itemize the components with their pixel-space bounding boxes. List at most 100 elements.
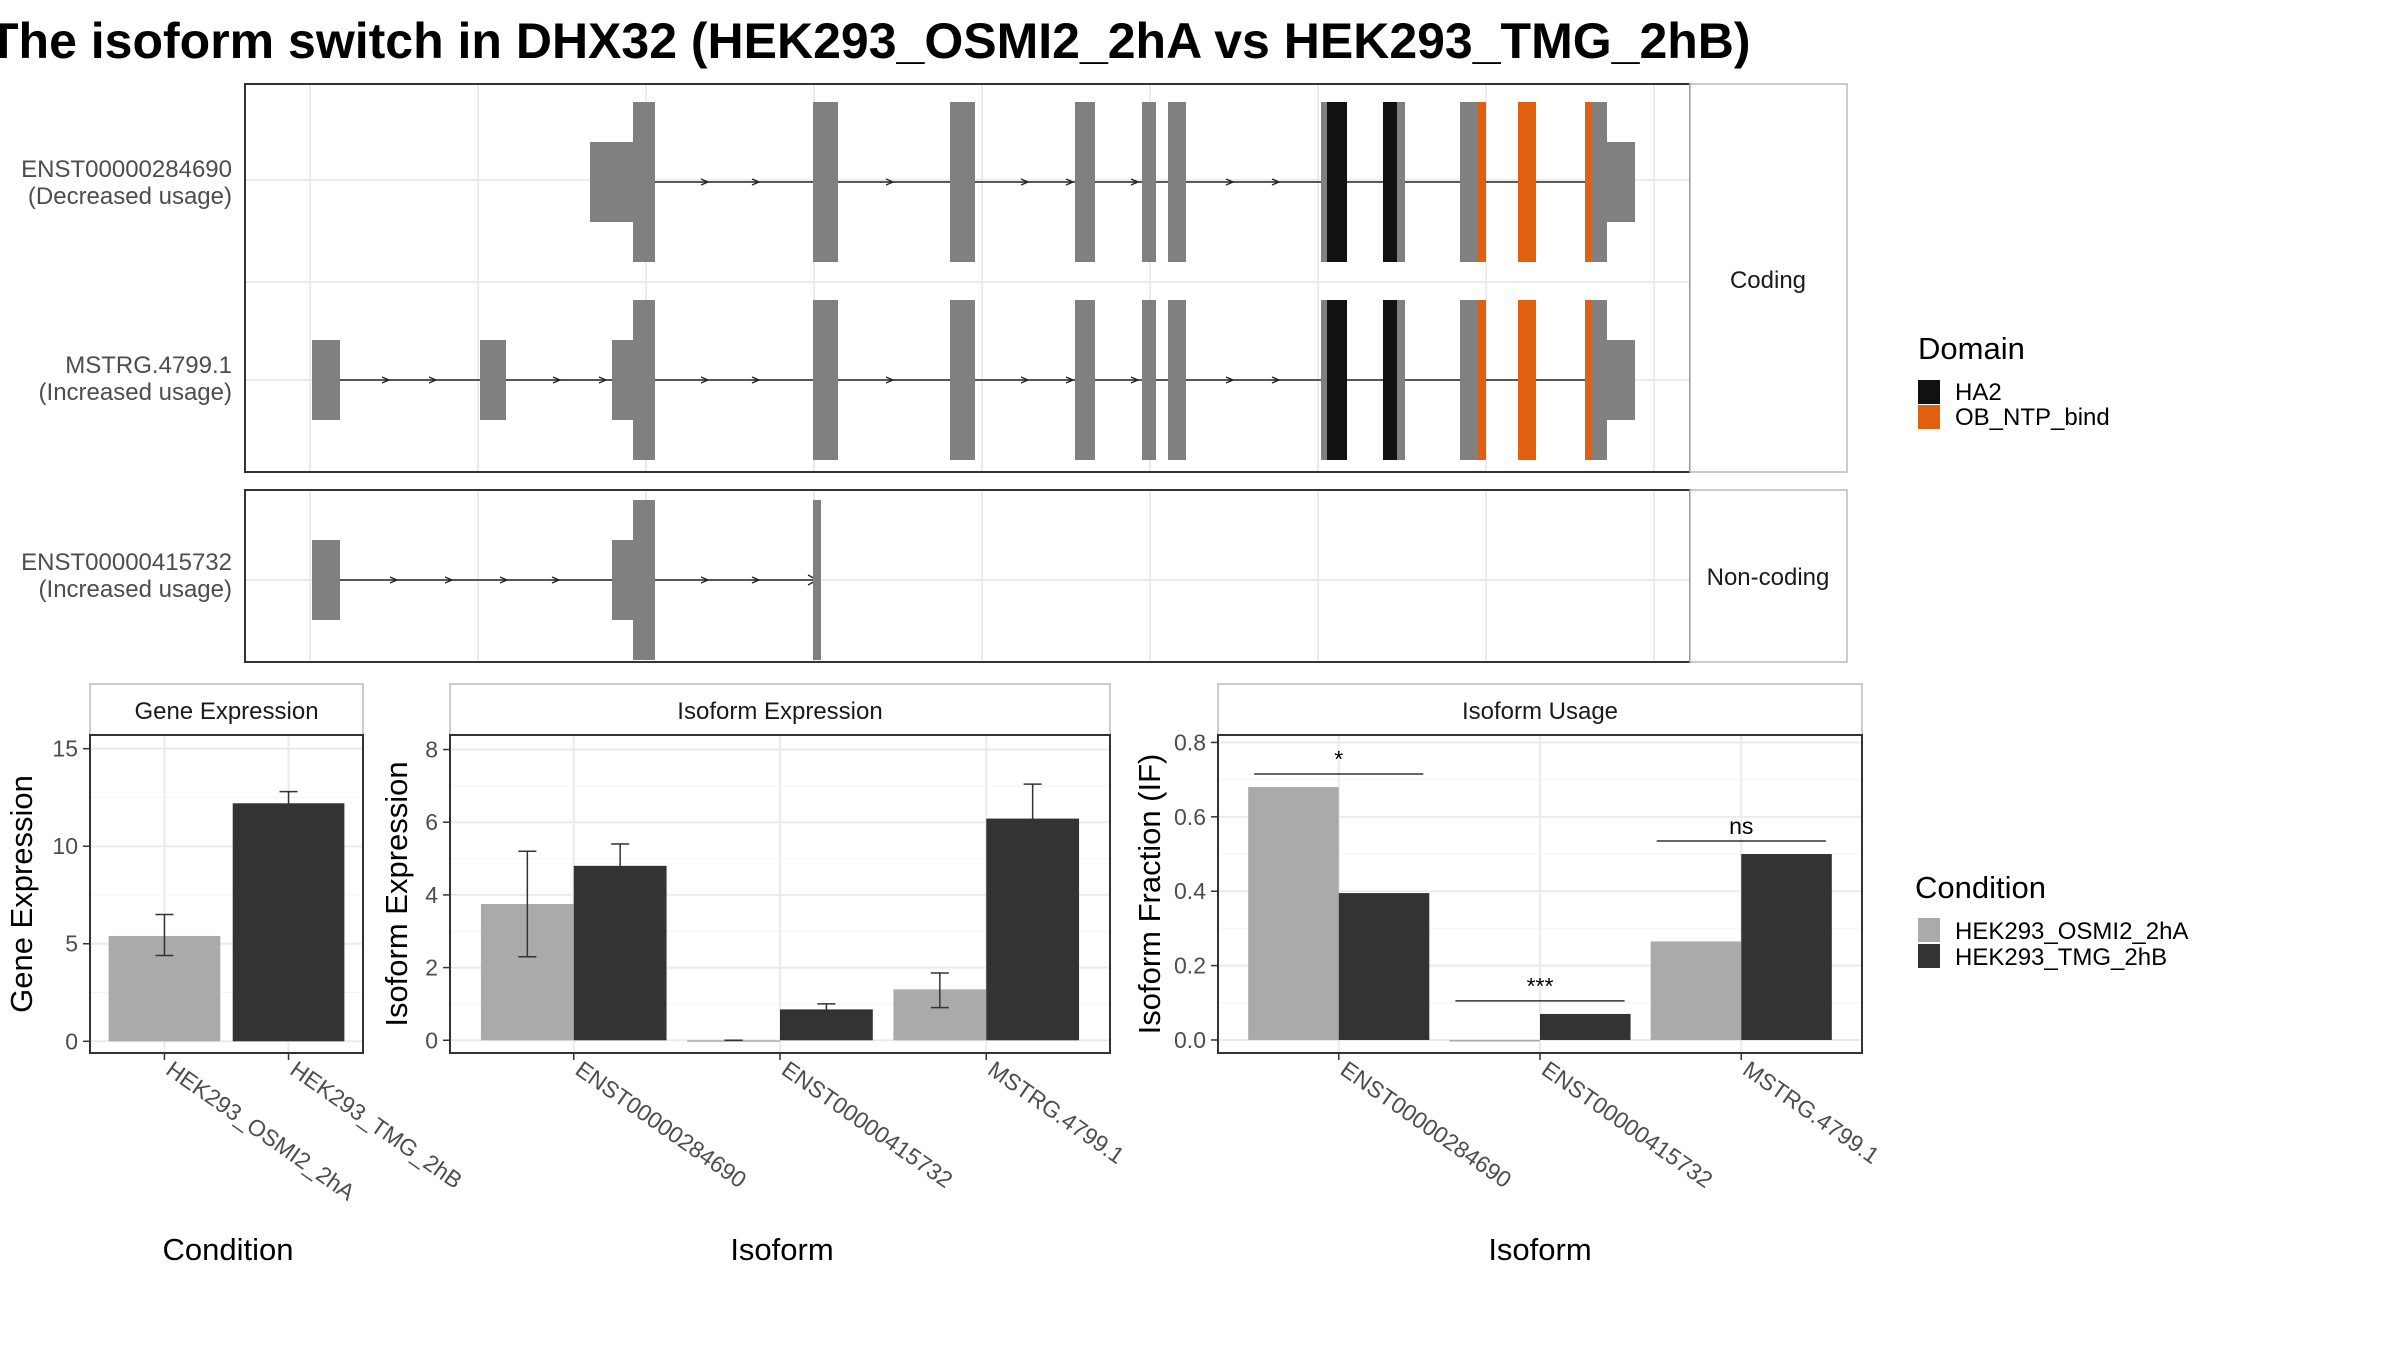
y-tick-label: 10 [52,833,78,859]
y-axis-label: Isoform Fraction (IF) [1132,754,1167,1035]
bar-hek293-osmi2-2ha-enst00000284690 [1248,787,1339,1040]
coding-panel: Coding [244,83,1848,473]
exon [1142,300,1156,460]
bar-panel-isoform-usage: Isoform Usage 0.0 0.2 0.4 0.6 0.8 Isoform Frac… [1132,683,1884,1267]
exon [813,300,838,460]
x-tick-label-enst00000284690: ENST00000284690 [571,1056,751,1193]
bar-hek293-osmi2-2ha-mstrg-4799-1 [1650,941,1742,1040]
panel-strip-title: Isoform Expression [677,698,882,725]
bar-hek293-tmg-2hb-enst00000284690 [1338,893,1430,1040]
exon [1075,102,1095,262]
exon [1397,300,1405,460]
legend-label-ob-ntp-bind: OB_NTP_bind [1955,404,2110,431]
y-tick-label: 0 [65,1028,78,1054]
intron-arrow [885,376,895,384]
domain-ha2-block [1327,102,1347,262]
bar-hek293-tmg-2hb-mstrg-4799-1 [1741,854,1832,1040]
utr [1607,340,1635,420]
exon [633,102,655,262]
domain-ob-ntp-block [1478,102,1486,262]
x-tick-label-enst00000415732: ENST00000415732 [777,1056,957,1193]
utr [312,540,340,620]
bar-panel-isoform-expression: Isoform Expression 0 2 4 6 8 Isoform Expressio… [379,683,1129,1267]
intron-arrow [751,576,761,584]
transcript-label-enst00000415732: ENST00000415732 [21,549,232,576]
x-axis-label: Condition [163,1232,294,1267]
transcript-label-enst00000284690: ENST00000284690 [21,156,232,183]
utr [612,540,633,620]
domain-ob-ntp-block [1585,102,1591,262]
x-tick-label-enst00000284690: ENST00000284690 [1336,1056,1516,1193]
coding-strip-label: Coding [1730,267,1806,294]
condition-legend-title: Condition [1915,870,2046,905]
noncoding-panel: Non-coding [244,489,1848,663]
domain-ha2-block [1383,300,1397,460]
panel-strip-title: Isoform Usage [1462,698,1618,725]
exon [1168,102,1186,262]
transcript-usage-mstrg: (Increased usage) [39,379,232,406]
intron-arrow [1271,178,1281,186]
chart-title: The isoform switch in DHX32 (HEK293_OSMI… [0,13,1751,69]
intron-arrow [499,576,509,584]
intron-arrow [551,576,561,584]
legend-label-cond-b: HEK293_TMG_2hB [1955,944,2167,971]
intron-arrow [700,376,710,384]
noncoding-strip-label: Non-coding [1707,564,1830,591]
y-tick-label: 5 [65,931,78,957]
intron-arrow [885,178,895,186]
exon [1460,102,1478,262]
utr [312,340,340,420]
y-tick-label: 0.8 [1174,729,1206,755]
legend-label-cond-a: HEK293_OSMI2_2hA [1955,918,2188,945]
intron-arrow [751,178,761,186]
significance-label: ns [1729,813,1753,839]
intron-arrow [1271,376,1281,384]
x-axis-label: Isoform [1488,1232,1591,1267]
significance-label: *** [1527,973,1554,999]
exon [633,500,655,660]
utr [1607,142,1635,222]
coding-strip [1689,83,1848,473]
legend-label-ha2: HA2 [1955,379,2002,406]
exon [1168,300,1186,460]
transcript-label-mstrg: MSTRG.4799.1 [65,352,232,379]
noncoding-strip [1689,489,1848,663]
exon [813,102,838,262]
legend-swatch-ha2 [1918,380,1940,404]
intron-arrow [444,576,454,584]
intron-arrow [700,178,710,186]
exon [950,300,975,460]
domain-legend-title: Domain [1918,331,2025,366]
intron-arrow [751,376,761,384]
transcript-usage-enst00000415732: (Increased usage) [39,576,232,603]
utr [612,340,633,420]
intron-arrow [598,376,608,384]
bar-hek293-tmg-2hb-enst00000284690 [573,865,667,1041]
legend-swatch-cond-b [1918,944,1940,968]
domain-ob-ntp-block [1518,300,1536,460]
domain-legend: Domain HA2 OB_NTP_bind [1918,331,2110,431]
exon [1591,102,1607,262]
bar-hek293-tmg-2hb-mstrg-4799-1 [986,818,1080,1041]
intron-arrow [381,376,391,384]
y-tick-label: 4 [425,882,438,908]
intron-arrow [1130,376,1140,384]
utr [480,340,506,420]
exon [1591,300,1607,460]
panel-strip [1217,683,1863,736]
domain-ha2-block [1383,102,1397,262]
intron-arrow [1225,376,1235,384]
domain-ob-ntp-block [1518,102,1536,262]
y-tick-label: 0.6 [1174,804,1206,830]
exon [1460,300,1478,460]
y-axis-label: Gene Expression [4,775,39,1013]
transcript-usage-enst00000284690: (Decreased usage) [28,183,232,210]
intron-arrow [1225,178,1235,186]
intron-arrow [1020,376,1030,384]
exon [813,500,821,660]
y-axis-label: Isoform Expression [379,761,414,1026]
intron-arrow [552,376,562,384]
bar-hek293-osmi2-2ha-enst00000415732 [1449,1039,1540,1042]
y-tick-label: 8 [425,737,438,763]
bar-hek293-tmg-2hb [232,803,345,1042]
